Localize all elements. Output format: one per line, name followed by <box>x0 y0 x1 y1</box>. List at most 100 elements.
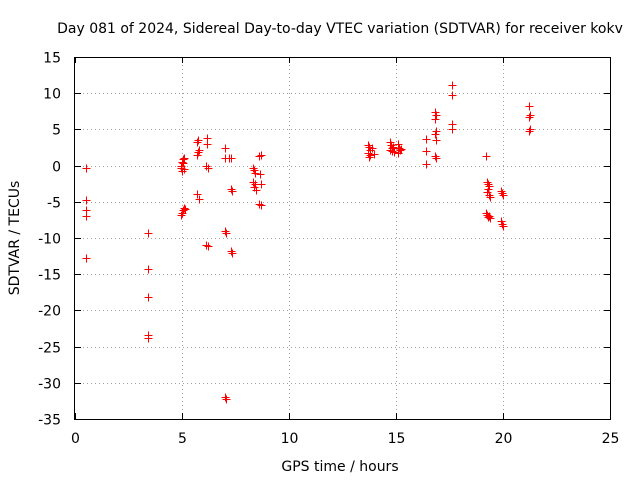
data-point <box>484 213 493 222</box>
y-tick-label: 5 <box>52 123 61 139</box>
data-point <box>251 169 260 178</box>
data-point <box>525 113 534 122</box>
y-axis-label: SDTVAR / TECUs <box>7 181 23 296</box>
y-tick-label: 15 <box>43 51 61 67</box>
data-point <box>448 81 457 90</box>
data-point <box>498 220 507 229</box>
data-point <box>485 191 494 200</box>
data-point <box>144 229 153 238</box>
data-point <box>255 152 264 161</box>
data-point <box>227 247 236 256</box>
y-tick-label: -20 <box>38 304 61 320</box>
x-tick-label: 15 <box>388 431 406 447</box>
data-point <box>180 204 189 213</box>
data-point <box>432 154 441 163</box>
x-tick-label: 0 <box>71 431 80 447</box>
data-point <box>368 144 377 153</box>
y-tick-label: -10 <box>38 232 61 248</box>
data-points <box>82 81 535 404</box>
data-point <box>422 135 431 144</box>
data-point <box>499 222 508 231</box>
data-point <box>388 147 397 156</box>
data-point <box>432 136 441 145</box>
data-point <box>181 205 190 214</box>
data-point <box>389 143 398 152</box>
data-point <box>203 140 212 149</box>
x-axis-label: GPS time / hours <box>281 459 398 475</box>
plot-frame <box>74 57 611 420</box>
x-tick-label: 25 <box>602 431 620 447</box>
data-point <box>526 111 535 120</box>
data-point <box>255 200 264 209</box>
data-point <box>222 229 231 238</box>
data-point <box>422 147 431 156</box>
data-point <box>486 193 495 202</box>
data-point <box>365 153 374 162</box>
data-point <box>366 151 375 160</box>
data-point <box>204 164 213 173</box>
data-point <box>221 144 230 153</box>
data-point <box>227 154 236 163</box>
data-point <box>144 293 153 302</box>
data-point <box>82 196 91 205</box>
data-point <box>486 214 495 223</box>
data-point <box>82 254 91 263</box>
data-point <box>395 144 404 153</box>
data-point <box>431 152 440 161</box>
x-tick-label: 10 <box>281 431 299 447</box>
data-point <box>195 195 204 204</box>
data-point <box>526 125 535 134</box>
data-point <box>202 162 211 171</box>
data-point <box>194 148 203 157</box>
data-point <box>144 334 153 343</box>
data-point <box>525 127 534 136</box>
data-point <box>179 159 188 168</box>
data-point <box>364 149 373 158</box>
data-point <box>221 393 230 402</box>
data-point <box>525 102 534 111</box>
x-tick-label: 5 <box>178 431 187 447</box>
data-point <box>485 212 494 221</box>
y-tick-label: 10 <box>43 87 61 103</box>
data-point <box>252 186 261 195</box>
data-point <box>482 152 491 161</box>
data-point <box>179 206 188 215</box>
data-point <box>390 148 399 157</box>
y-tick-label: -35 <box>38 413 61 429</box>
data-point <box>394 140 403 149</box>
data-point <box>82 212 91 221</box>
data-point <box>227 185 236 194</box>
data-point <box>448 91 457 100</box>
data-point <box>177 211 186 220</box>
data-point <box>422 160 431 169</box>
data-point <box>257 151 266 160</box>
y-tick-label: -30 <box>38 377 61 393</box>
data-point <box>193 190 202 199</box>
data-point <box>180 165 189 174</box>
data-point <box>431 130 440 139</box>
data-point <box>194 136 203 145</box>
data-point <box>497 187 506 196</box>
data-point <box>222 395 231 404</box>
data-point <box>228 187 237 196</box>
y-tick-label: 0 <box>52 160 61 176</box>
x-tick-label: 20 <box>495 431 513 447</box>
data-point <box>256 170 265 179</box>
y-tick-label: -25 <box>38 341 61 357</box>
data-point <box>498 189 507 198</box>
data-point <box>195 146 204 155</box>
axis-ticks: 0 5 10 15 20 25 15 10 5 0 -5 -10 -15 -20 -25 -30 -35 <box>38 51 619 448</box>
y-tick-label: -15 <box>38 268 61 284</box>
data-point <box>193 138 202 147</box>
data-point <box>397 145 406 154</box>
data-point <box>370 150 379 159</box>
data-point <box>228 249 237 258</box>
y-tick-label: -5 <box>47 196 61 212</box>
data-point <box>204 242 213 251</box>
data-point <box>432 111 441 120</box>
data-point <box>431 115 440 124</box>
data-point <box>249 164 258 173</box>
data-point <box>82 164 91 173</box>
data-point <box>257 180 266 189</box>
